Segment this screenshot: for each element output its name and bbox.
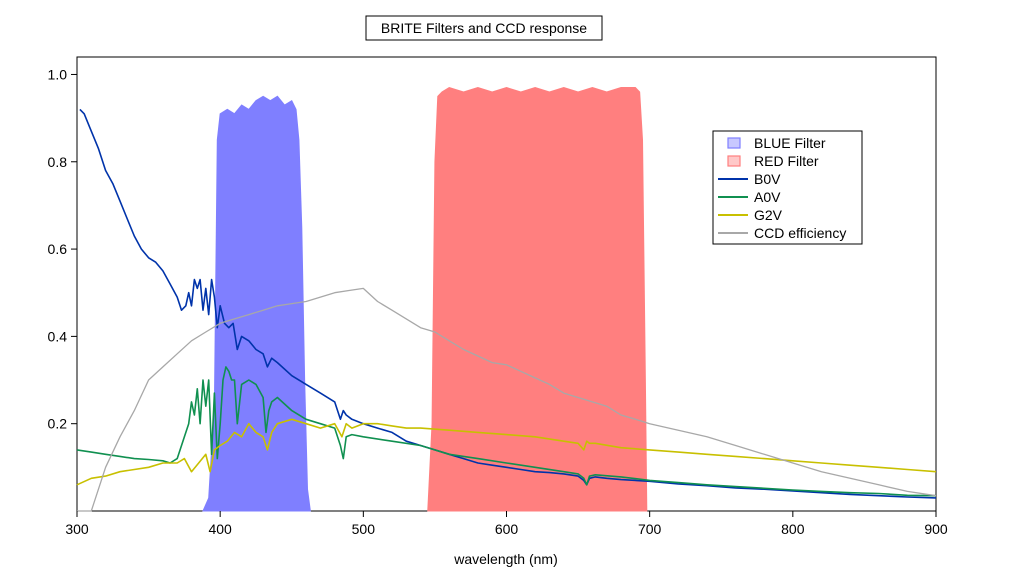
y-tick-label-0: 0.2 xyxy=(48,416,68,432)
x-axis-label: wavelength (nm) xyxy=(453,551,558,567)
x-tick-label-300: 300 xyxy=(65,521,89,537)
legend-swatch-blue-filter xyxy=(727,137,741,149)
legend-swatch-red-filter xyxy=(727,155,741,167)
y-tick-label-3: 0.8 xyxy=(48,154,68,170)
legend-items: BLUE Filter RED Filter B0V A0V G2V CCD effici… xyxy=(718,135,846,241)
legend-label-ccd-efficiency: CCD efficiency xyxy=(754,225,846,241)
legend-label-blue-filter: BLUE Filter xyxy=(754,135,826,151)
legend: BLUE Filter RED Filter B0V A0V G2V CCD effici… xyxy=(712,130,863,245)
filter-area-red-filter xyxy=(427,87,648,512)
legend-label-b0v: B0V xyxy=(754,171,781,187)
legend-label-a0v: A0V xyxy=(754,189,781,205)
y-tick-label-1: 0.4 xyxy=(48,328,68,344)
y-tick-label-4: 1.0 xyxy=(48,66,68,82)
axes-layer: 300 400 500 600 700 800 900 0.2 0.4 0.6 0.8 1.0 xyxy=(48,66,948,537)
chart-title: BRITE Filters and CCD response xyxy=(381,20,587,36)
x-tick-label-500: 500 xyxy=(352,521,376,537)
chart-title-box xyxy=(365,15,603,41)
series-line-a0v xyxy=(76,366,937,497)
legend-box xyxy=(712,130,863,245)
x-tick-label-600: 600 xyxy=(495,521,519,537)
series-layer xyxy=(76,108,937,512)
x-tick-label-400: 400 xyxy=(208,521,232,537)
x-tick-label-700: 700 xyxy=(638,521,662,537)
series-line-b0v xyxy=(79,108,937,499)
series-line-g2v xyxy=(76,418,937,486)
filter-area-blue-filter xyxy=(202,95,311,512)
series-line-ccd-efficiency xyxy=(77,287,937,512)
filters-layer xyxy=(202,87,648,512)
legend-label-g2v: G2V xyxy=(754,207,783,223)
y-tick-label-2: 0.6 xyxy=(48,241,68,257)
x-tick-label-900: 900 xyxy=(924,521,948,537)
legend-label-red-filter: RED Filter xyxy=(754,153,819,169)
x-tick-label-800: 800 xyxy=(781,521,805,537)
